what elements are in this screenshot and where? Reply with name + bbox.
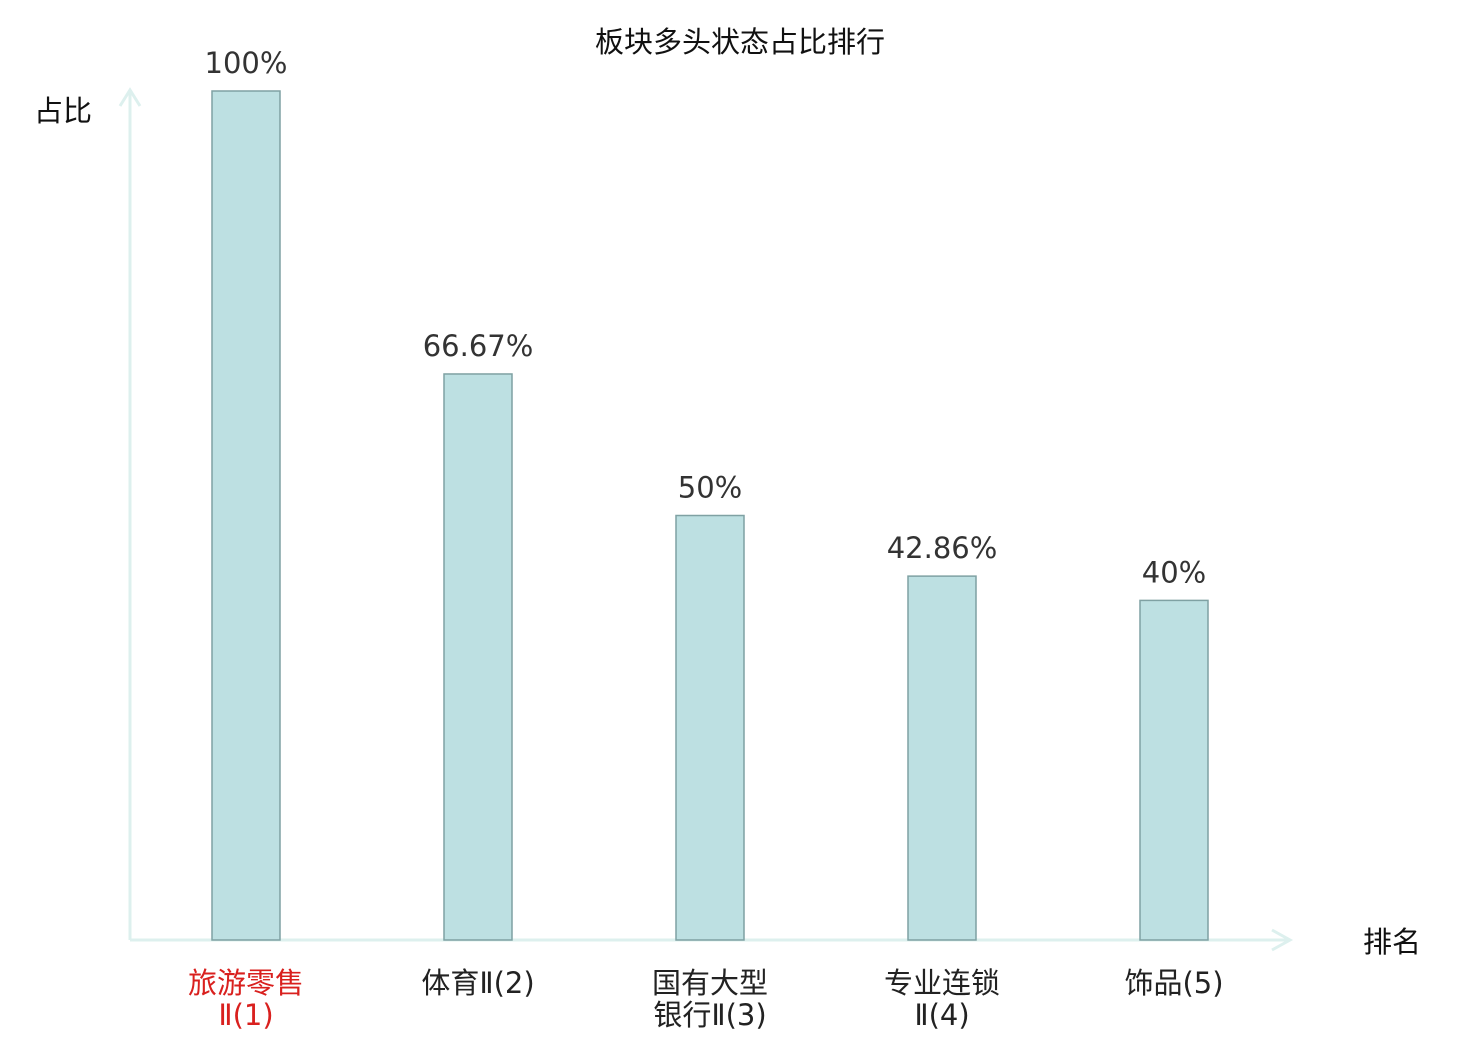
bar-5 <box>1139 599 1209 941</box>
category-label-1-line-2: Ⅱ(1) <box>218 998 273 1032</box>
value-label-4: 42.86% <box>887 531 998 565</box>
x-axis-label: 排名 <box>1363 925 1421 959</box>
value-label-5: 40% <box>1142 555 1206 589</box>
category-label-4-line-1: 专业连锁 <box>884 966 1000 1000</box>
chart-title: 板块多头状态占比排行 <box>595 25 885 59</box>
bar-4 <box>907 575 977 941</box>
value-label-2: 66.67% <box>423 329 534 363</box>
y-axis-arrow <box>118 87 142 107</box>
category-label-3-line-1: 国有大型 <box>652 966 768 1000</box>
bar-2 <box>443 373 513 941</box>
bar-1 <box>211 90 281 941</box>
category-label-4-line-2: Ⅱ(4) <box>914 998 969 1032</box>
category-label-1-line-1: 旅游零售 <box>188 966 304 1000</box>
bar-3 <box>675 514 745 941</box>
category-label-5-line-1: 饰品(5) <box>1124 966 1223 1000</box>
x-axis-arrow <box>1271 928 1294 952</box>
bars-group <box>211 90 1209 941</box>
y-axis-label: 占比 <box>34 94 92 128</box>
value-label-3: 50% <box>678 471 742 505</box>
value-labels-group: 100% 66.67% 50% 42.86% 40% <box>205 46 1207 589</box>
category-label-2-line-1: 体育Ⅱ(2) <box>421 966 534 1000</box>
value-label-1: 100% <box>205 46 288 80</box>
category-label-3-line-2: 银行Ⅱ(3) <box>653 998 766 1032</box>
